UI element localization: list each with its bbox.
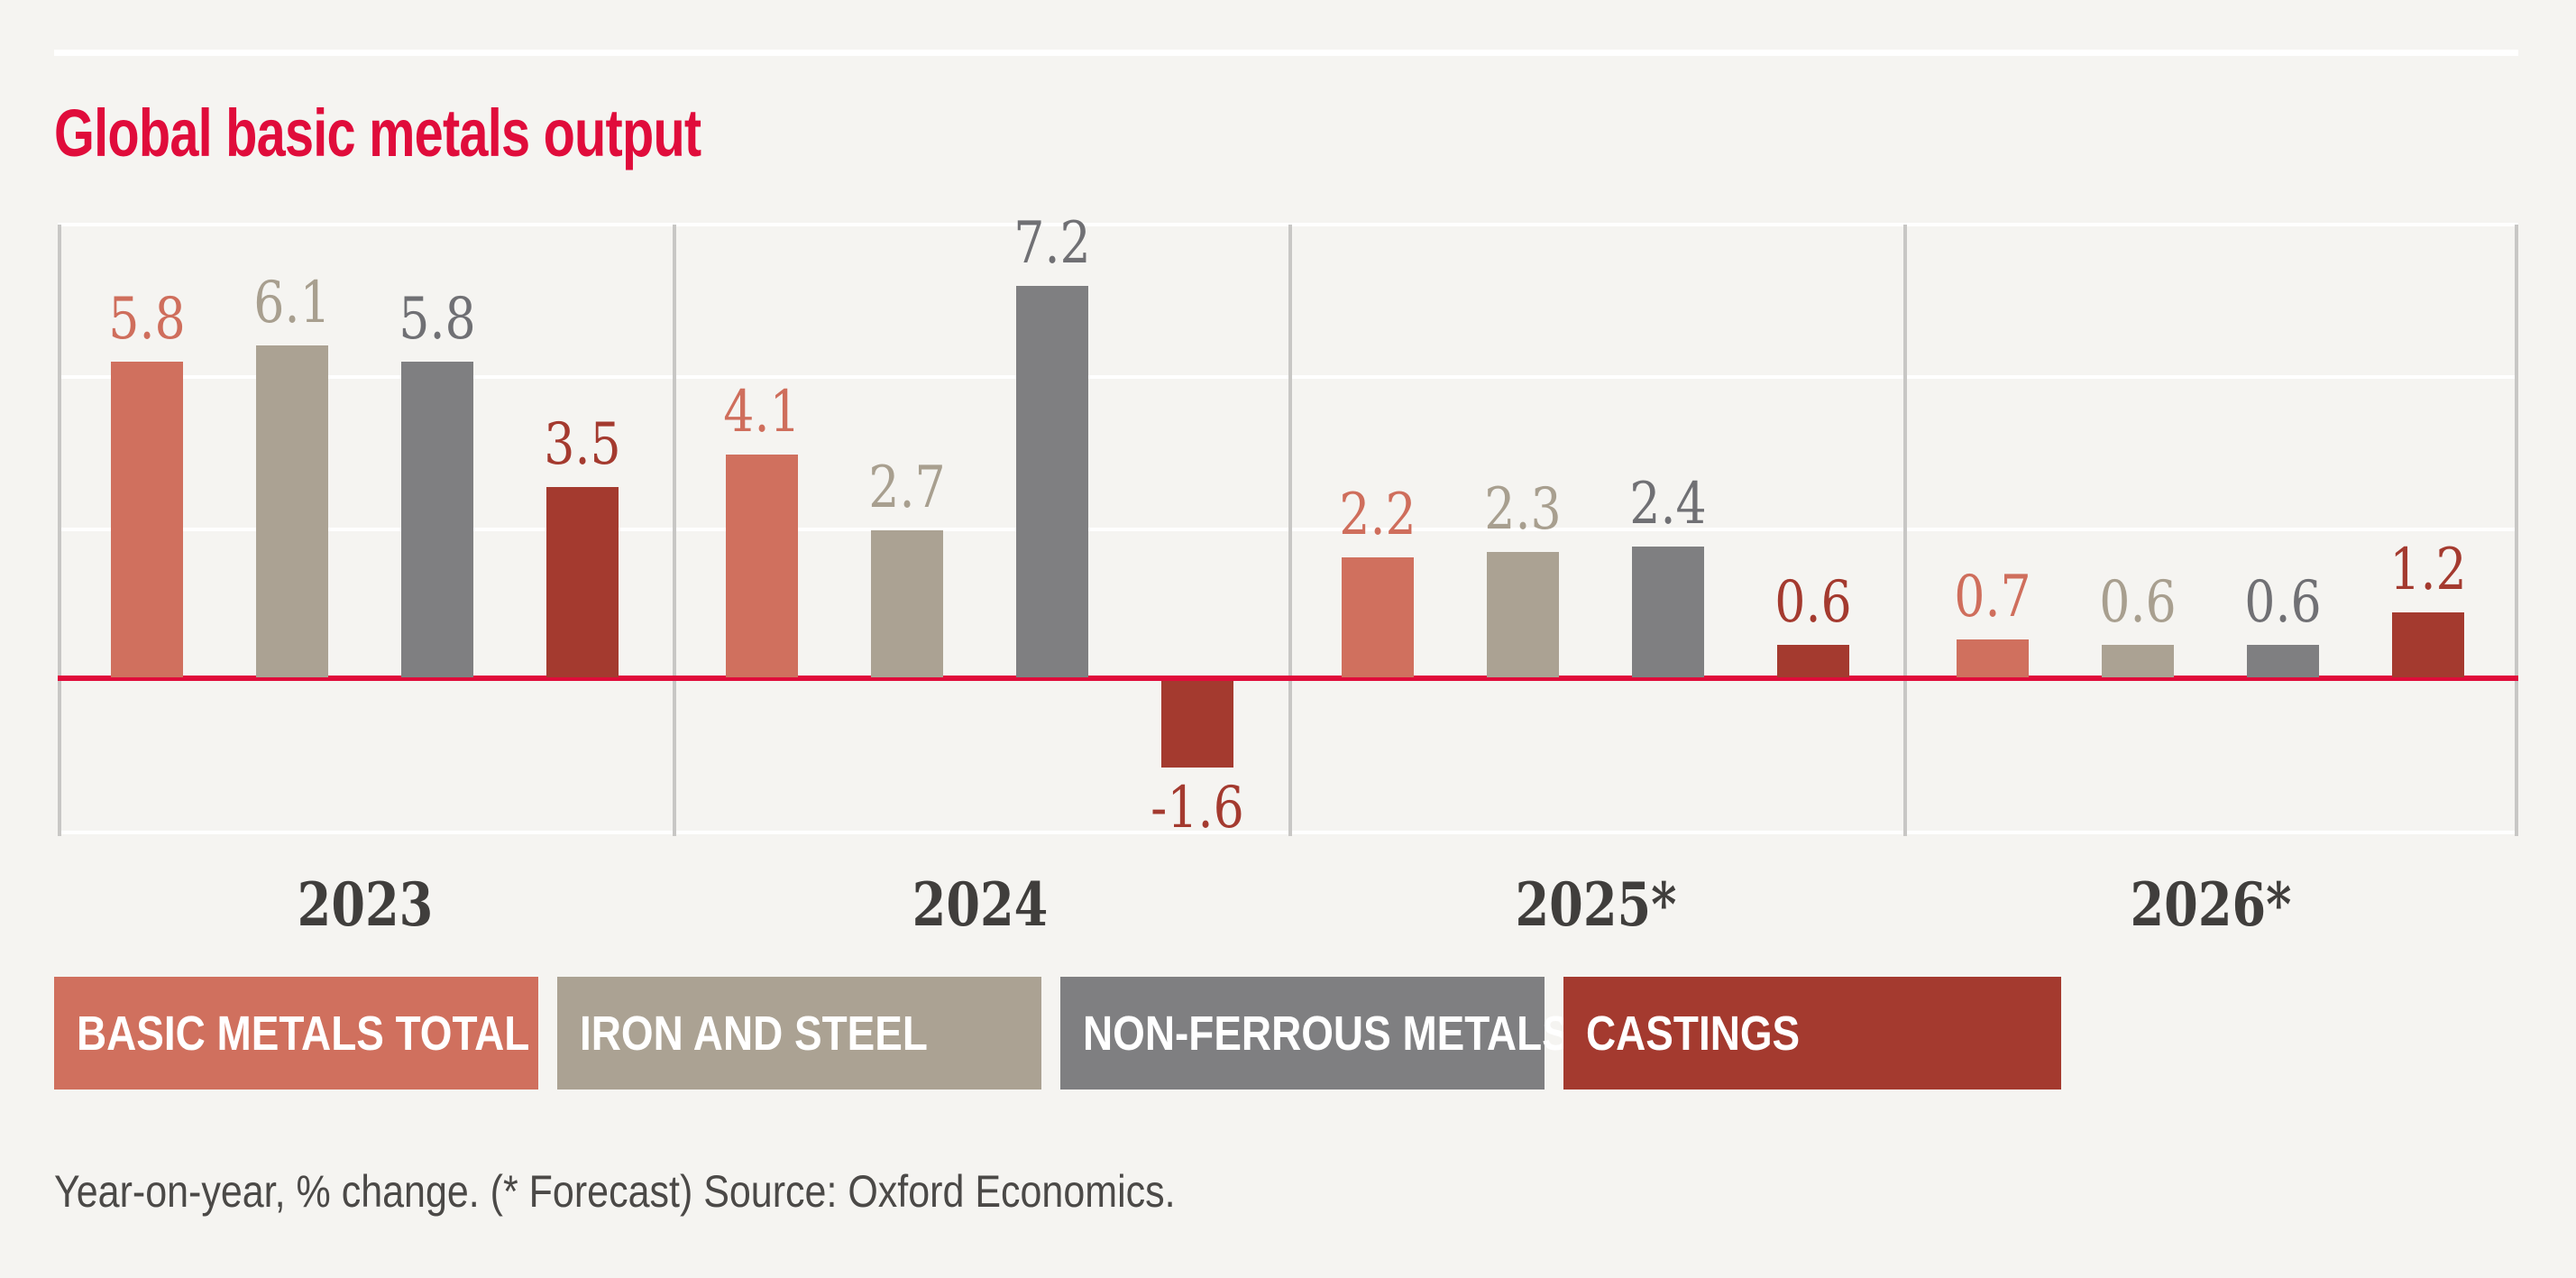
legend-item-label: CASTINGS <box>1586 1006 1801 1061</box>
bar-castings-2026 <box>2392 612 2464 677</box>
bar-value-label: 1.2 <box>2389 537 2467 603</box>
legend-item-label: BASIC METALS TOTAL <box>77 1006 530 1061</box>
bar-value-label: 7.2 <box>1013 210 1091 277</box>
zero-baseline <box>58 676 2518 681</box>
year-separator-line <box>1288 225 1292 836</box>
bar-value-label: 5.8 <box>399 286 476 353</box>
bar-basic-metals-total-2025 <box>1342 557 1414 677</box>
horizontal-gridline <box>58 375 2518 379</box>
bar-basic-metals-total-2023 <box>111 362 183 677</box>
legend-item-non-ferrous-metals: NON-FERROUS METALS <box>1060 977 1570 1090</box>
legend-item-iron-and-steel: IRON AND STEEL <box>557 977 1041 1090</box>
bar-value-label: 3.5 <box>544 411 621 478</box>
bar-value-label: 2.3 <box>1484 476 1562 543</box>
x-axis-year-label: 2024 <box>912 869 1049 940</box>
legend-item-castings: CASTINGS <box>1563 977 2061 1090</box>
plot-left-edge <box>58 225 61 836</box>
legend-item-basic-metals-total: BASIC METALS TOTAL <box>54 977 538 1090</box>
x-axis-year-label: 2026* <box>2130 869 2292 940</box>
top-divider-rule <box>54 50 2518 56</box>
x-axis-year-label: 2023 <box>297 869 434 940</box>
bar-non-ferrous-metals-2024 <box>1016 286 1088 677</box>
bar-basic-metals-total-2026 <box>1957 639 2029 677</box>
plot-right-edge <box>2515 225 2518 836</box>
bar-castings-2025 <box>1777 645 1849 677</box>
horizontal-gridline <box>58 223 2518 226</box>
bar-value-label: 4.1 <box>723 379 801 446</box>
bar-value-label: 0.6 <box>2099 569 2177 636</box>
bar-castings-2024 <box>1161 681 1233 768</box>
chart-title: Global basic metals output <box>54 94 884 173</box>
bar-basic-metals-total-2024 <box>726 455 798 677</box>
bar-value-label: 2.2 <box>1339 482 1416 548</box>
chart-footnote: Year-on-year, % change. (* Forecast) Sou… <box>54 1165 1358 1218</box>
chart-title-text: Global basic metals output <box>54 96 701 170</box>
year-separator-line <box>1903 225 1907 836</box>
bar-value-label: 0.6 <box>2244 569 2322 636</box>
bar-iron-and-steel-2026 <box>2102 645 2174 677</box>
bar-value-label: 0.7 <box>1954 564 2031 630</box>
bar-value-label: 2.4 <box>1629 471 1707 538</box>
x-axis-year-label: 2025* <box>1515 869 1677 940</box>
bar-non-ferrous-metals-2023 <box>401 362 473 677</box>
bar-value-label: -1.6 <box>1150 775 1244 841</box>
legend-item-label: NON-FERROUS METALS <box>1083 1006 1570 1061</box>
horizontal-gridline <box>58 528 2518 531</box>
bar-iron-and-steel-2024 <box>871 530 943 677</box>
bar-iron-and-steel-2023 <box>256 345 328 677</box>
bar-non-ferrous-metals-2026 <box>2247 645 2319 677</box>
legend-item-label: IRON AND STEEL <box>580 1006 928 1061</box>
bar-non-ferrous-metals-2025 <box>1632 547 1704 677</box>
chart-footnote-text: Year-on-year, % change. (* Forecast) Sou… <box>54 1166 1176 1217</box>
bar-value-label: 0.6 <box>1774 569 1852 636</box>
bar-castings-2023 <box>546 487 619 677</box>
year-separator-line <box>673 225 676 836</box>
bar-value-label: 5.8 <box>108 286 186 353</box>
horizontal-gridline <box>58 831 2518 834</box>
bar-value-label: 2.7 <box>868 455 946 521</box>
bar-iron-and-steel-2025 <box>1487 552 1559 677</box>
bar-value-label: 6.1 <box>253 270 331 336</box>
